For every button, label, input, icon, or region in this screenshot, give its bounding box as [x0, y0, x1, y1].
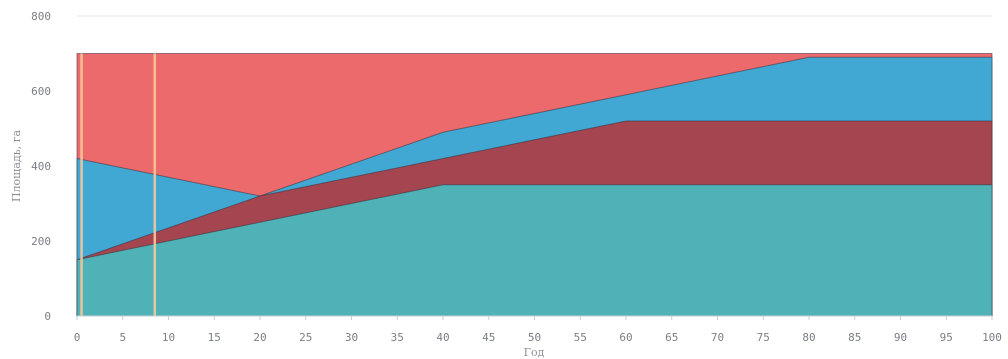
annotations	[80, 53, 157, 316]
x-tick-label-12: 60	[619, 331, 632, 344]
x-tick-label-14: 70	[711, 331, 724, 344]
x-tick-label-11: 55	[574, 331, 587, 344]
x-tick-label-3: 15	[208, 331, 221, 344]
y-tick-label-0: 0	[44, 310, 51, 323]
x-tick-label-1: 5	[119, 331, 126, 344]
x-tick-label-16: 80	[802, 331, 815, 344]
x-tick-label-5: 25	[299, 331, 312, 344]
y-tick-label-1: 200	[31, 235, 51, 248]
x-tick-label-20: 100	[982, 331, 1002, 344]
x-tick-label-6: 30	[345, 331, 358, 344]
axes: 0 200 400 600 800 0 5 10 15 20 25 30 35 40 45 50 55 60 65 7…	[31, 10, 1002, 344]
x-tick-label-8: 40	[436, 331, 449, 344]
x-tick-label-10: 50	[528, 331, 541, 344]
x-tick-label-2: 10	[162, 331, 175, 344]
x-tick-label-0: 0	[74, 331, 81, 344]
x-tick-label-17: 85	[848, 331, 861, 344]
y-tick-label-4: 800	[31, 10, 51, 23]
x-tick-label-15: 75	[757, 331, 770, 344]
x-tick-label-19: 95	[940, 331, 953, 344]
x-tick-label-18: 90	[894, 331, 907, 344]
plot-areas	[76, 53, 993, 317]
y-tick-label-2: 400	[31, 160, 51, 173]
x-tick-label-7: 35	[391, 331, 404, 344]
x-tick-label-13: 65	[665, 331, 678, 344]
x-tick-label-4: 20	[253, 331, 266, 344]
x-tick-label-9: 45	[482, 331, 495, 344]
y-tick-label-3: 600	[31, 85, 51, 98]
y-axis-title: Площадь, га	[10, 130, 23, 203]
x-axis-title: Год	[524, 346, 545, 359]
